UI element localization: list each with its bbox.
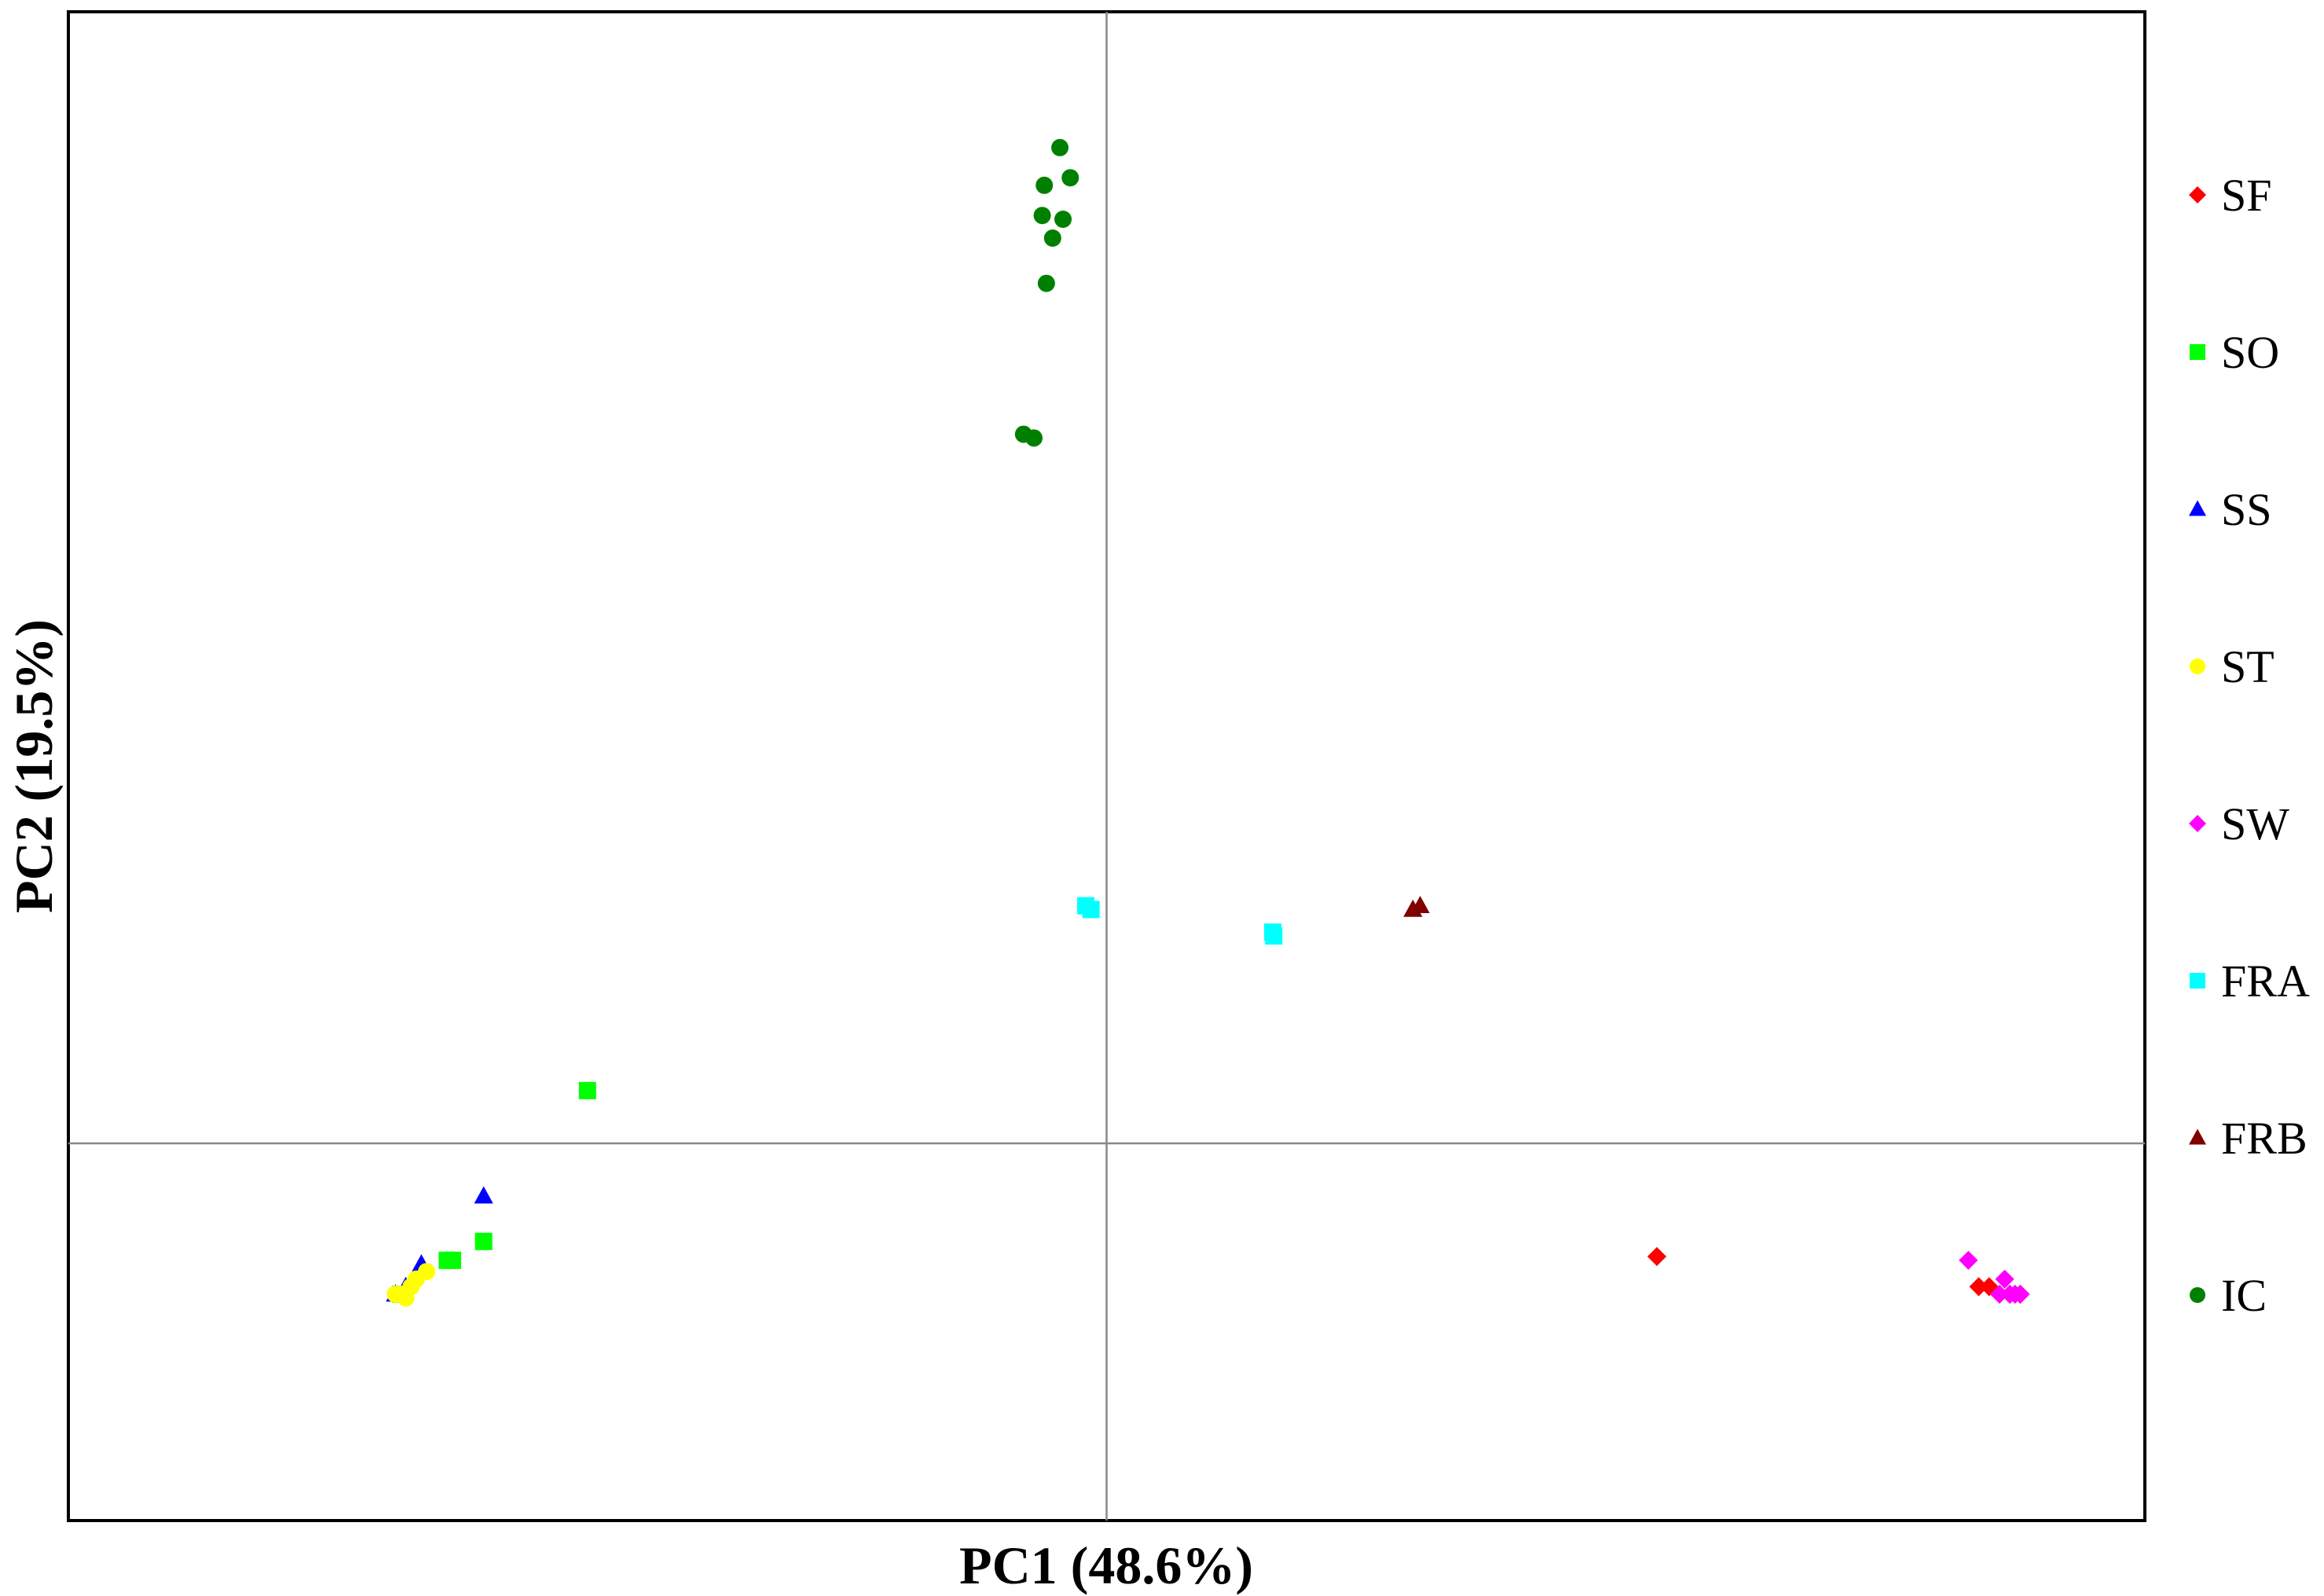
legend-marker-st <box>2190 659 2205 674</box>
legend-marker-ss <box>2189 500 2206 516</box>
legend-label-so: SO <box>2221 327 2279 378</box>
point-ic-4 <box>1033 207 1051 225</box>
y-axis-title: PC2 (19.5%) <box>4 619 64 913</box>
point-ss-1 <box>474 1186 493 1204</box>
point-so-2 <box>475 1232 493 1250</box>
point-sw-1 <box>1959 1250 1978 1270</box>
legend-label-frb: FRB <box>2221 1113 2308 1164</box>
legend: SF SO SS ST SW FRA FRB IC <box>2189 170 2310 1321</box>
data-points <box>386 138 2030 1307</box>
point-ic-5 <box>1054 211 1072 228</box>
point-ic-7 <box>1037 274 1055 292</box>
legend-marker-ic <box>2190 1287 2205 1303</box>
legend-marker-frb <box>2189 1128 2206 1145</box>
legend-marker-fra <box>2190 973 2205 989</box>
point-ic-3 <box>1061 169 1080 187</box>
legend-marker-sf <box>2189 186 2206 204</box>
point-sw-2 <box>1995 1269 2014 1289</box>
point-ic-2 <box>1036 176 1054 194</box>
legend-label-ss: SS <box>2221 484 2272 535</box>
legend-marker-sw <box>2189 815 2206 832</box>
point-so-4 <box>438 1251 456 1269</box>
point-sf-1 <box>1647 1246 1666 1267</box>
point-ic-1 <box>1051 138 1069 156</box>
x-axis-title: PC1 (48.6%) <box>959 1535 1253 1595</box>
legend-label-fra: FRA <box>2221 956 2310 1007</box>
legend-label-st: ST <box>2221 641 2275 692</box>
legend-label-sw: SW <box>2221 798 2289 849</box>
point-fra-2 <box>1082 901 1100 919</box>
point-sw-6 <box>2011 1284 2030 1304</box>
point-fra-4 <box>1265 927 1283 945</box>
point-frb-2 <box>1410 895 1430 913</box>
point-st-6 <box>397 1289 415 1307</box>
legend-label-sf: SF <box>2221 170 2272 221</box>
point-sw-3 <box>1989 1284 2010 1304</box>
legend-marker-so <box>2190 344 2205 360</box>
legend-label-ic: IC <box>2221 1270 2267 1321</box>
point-sf-2 <box>1969 1277 1989 1297</box>
point-ic-6 <box>1043 229 1061 247</box>
point-so-1 <box>578 1081 596 1099</box>
point-ic-9 <box>1025 429 1043 447</box>
